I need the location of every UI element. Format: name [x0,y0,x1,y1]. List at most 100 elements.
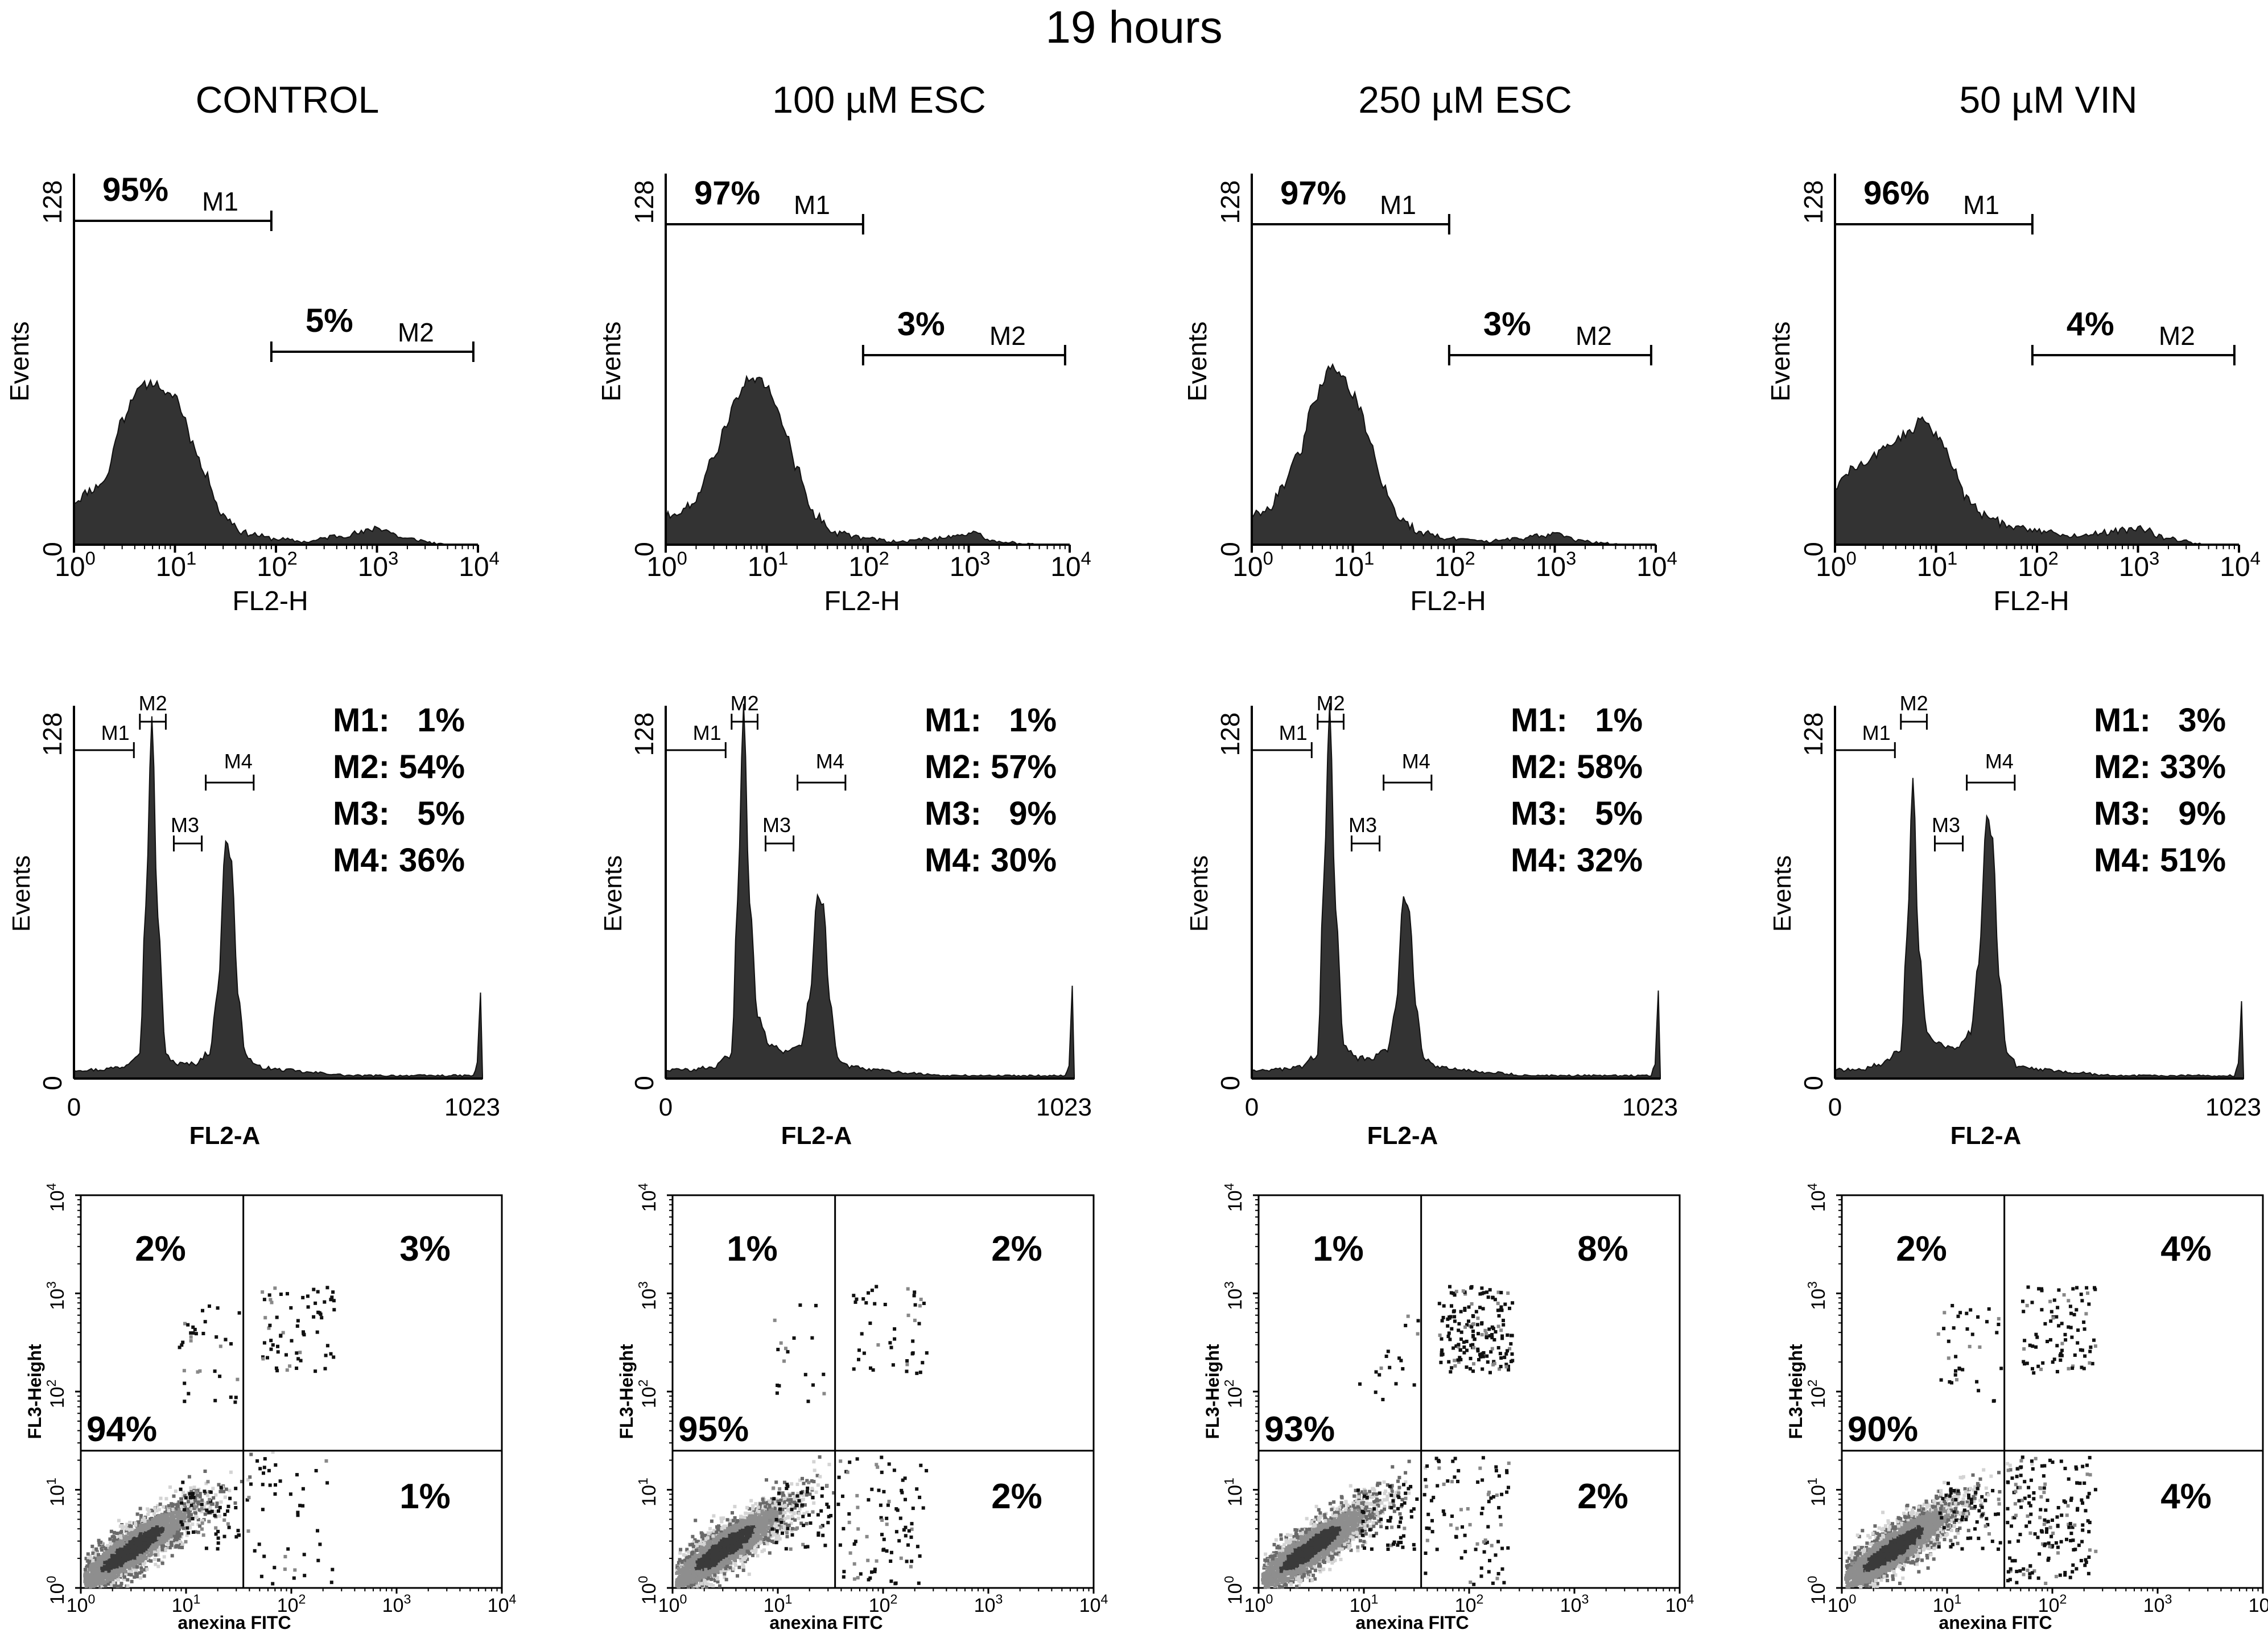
dot [151,1528,155,1532]
tick-exponent: 2 [879,548,889,569]
dot [177,1538,181,1541]
dot [289,1306,293,1310]
dot [130,1530,134,1534]
dot [301,1504,305,1508]
dot [206,1480,210,1484]
dot [725,1565,729,1568]
dot [147,1509,151,1513]
dot [98,1571,102,1575]
dot [106,1565,110,1569]
dot [262,1466,266,1470]
dot [202,1507,206,1511]
dot [112,1572,116,1576]
dot [709,1543,713,1547]
dot [170,1541,174,1545]
dot [151,1537,155,1541]
dot [156,1565,160,1569]
dot [782,1501,786,1505]
dot [813,1468,817,1472]
dot [276,1350,280,1354]
dot [325,1481,329,1485]
dot [141,1518,145,1522]
dot [708,1545,712,1549]
dot [733,1516,737,1520]
dot [743,1559,747,1563]
dot [183,1512,187,1516]
dot [737,1565,741,1569]
dot [293,1568,297,1572]
dot [99,1562,103,1566]
dot [721,1568,725,1572]
y-min-label: 0 [38,1076,67,1090]
dot [720,1534,724,1538]
dot [123,1559,127,1562]
dot [187,1512,191,1516]
dot [739,1545,743,1549]
dot [236,1377,240,1381]
dot [196,1370,200,1374]
dot [189,1513,193,1517]
dot [218,1505,222,1509]
dot [306,1305,310,1309]
dot [316,1529,319,1533]
dot [91,1558,95,1562]
dot [245,1498,249,1502]
dot [760,1512,764,1516]
dot [196,1530,200,1534]
dot [255,1459,259,1463]
dot [137,1548,141,1552]
dot [692,1548,695,1552]
dot [228,1488,232,1492]
dot [818,1475,822,1479]
dot [191,1530,195,1534]
x-axis-label: FL2-A [781,1122,852,1150]
dot [699,1571,703,1575]
dot [117,1562,120,1566]
dot [105,1579,109,1583]
dot [753,1521,757,1525]
dot [331,1567,335,1571]
dot [770,1497,774,1501]
dot [126,1584,130,1588]
dot [152,1550,156,1554]
dot [805,1511,809,1515]
dot [706,1536,710,1540]
dot [174,1489,178,1493]
dot [161,1537,165,1541]
dot [704,1577,708,1581]
dot [213,1513,217,1517]
dot [692,1540,696,1544]
dot [105,1553,108,1557]
dot [786,1498,790,1502]
dot [92,1585,96,1588]
dot [258,1467,262,1471]
dot [213,1398,217,1402]
dot [691,1534,695,1538]
dot [198,1492,202,1496]
dot [726,1541,730,1545]
dot [151,1509,155,1513]
dot [227,1525,231,1529]
dot [123,1556,127,1560]
dot [187,1515,191,1518]
dot [151,1540,155,1544]
tick-exponent: 2 [44,1380,59,1387]
dot [261,1355,265,1359]
dot [214,1526,218,1530]
dot [216,1547,220,1551]
dot [85,1577,89,1581]
tick-base: 10 [67,1595,88,1616]
dot [128,1521,132,1524]
dot [122,1566,126,1570]
tick-base: 10 [172,1595,193,1616]
dot [121,1526,124,1530]
tick-label: 103 [950,548,991,582]
dot [194,1332,198,1336]
dot [208,1497,212,1501]
dot [688,1570,692,1574]
dot [724,1578,728,1582]
dot [702,1571,706,1575]
marker-stat: M4: 30% [925,842,1057,879]
dot [154,1562,158,1566]
dot [752,1533,756,1537]
